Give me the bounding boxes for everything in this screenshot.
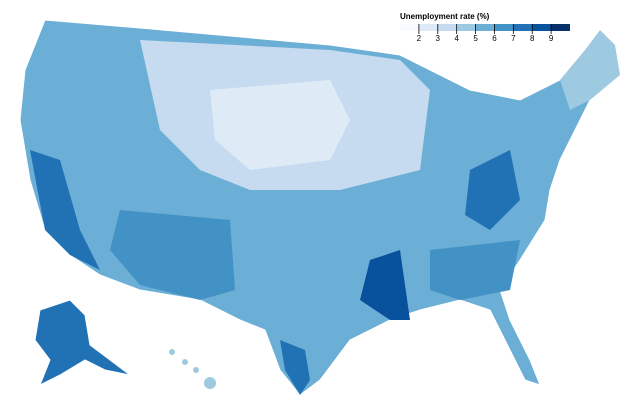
region-light-northeast xyxy=(560,30,620,110)
legend-tick-label: 8 xyxy=(530,34,535,43)
region-dark-delta xyxy=(360,250,410,320)
region-light-plains xyxy=(210,80,350,170)
hawaii-island xyxy=(204,377,216,389)
hawaii-island xyxy=(169,349,175,355)
legend-title: Unemployment rate (%) xyxy=(400,12,490,21)
hawaii-island xyxy=(182,359,188,365)
legend-swatch xyxy=(494,24,514,31)
legend-tick-label: 4 xyxy=(454,34,459,43)
legend-tick-label: 7 xyxy=(511,34,516,43)
legend-swatch xyxy=(532,24,552,31)
legend-tick-label: 6 xyxy=(492,34,497,43)
legend-tick-label: 3 xyxy=(436,34,441,43)
legend-tick-label: 2 xyxy=(417,34,422,43)
lower-48 xyxy=(19,19,621,396)
legend: Unemployment rate (%) 2 3 4 5 6 7 8 9 xyxy=(400,12,570,43)
legend-tick-label: 5 xyxy=(473,34,478,43)
legend-tick-label: 9 xyxy=(549,34,554,43)
hawaii xyxy=(169,349,216,389)
region-dark-west xyxy=(30,150,100,270)
hawaii-island xyxy=(193,367,199,373)
alaska xyxy=(34,299,131,387)
legend-swatch xyxy=(475,24,495,31)
legend-swatch xyxy=(551,24,570,31)
region-dark-southeast xyxy=(430,240,520,300)
legend-swatch xyxy=(456,24,476,31)
region-dark-appalachia xyxy=(465,150,520,230)
legend-swatch xyxy=(513,24,533,31)
region-dark-texas xyxy=(280,340,310,395)
legend-swatch xyxy=(400,24,419,31)
region-dark-southwest xyxy=(110,210,235,300)
legend-swatch xyxy=(437,24,457,31)
legend-swatch xyxy=(418,24,438,31)
